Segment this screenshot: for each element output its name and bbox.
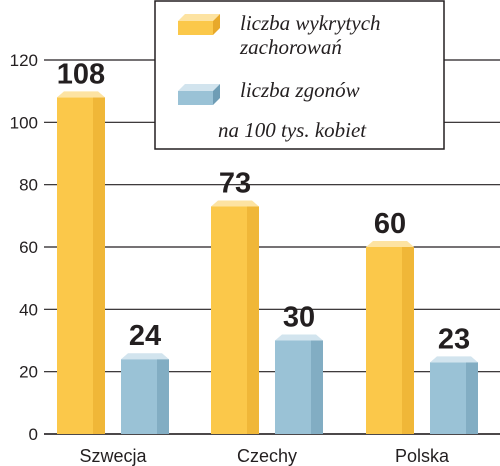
- bar-side: [402, 247, 414, 434]
- bar-deaths-szwecja: [121, 353, 169, 434]
- bar-top: [121, 353, 169, 360]
- bar-top: [57, 91, 105, 98]
- bar-top: [430, 356, 478, 363]
- value-label: 60: [374, 208, 406, 240]
- bar-cases-polska: [366, 241, 414, 434]
- legend-label: liczba zgonów: [240, 78, 360, 102]
- y-tick-label: 80: [19, 176, 38, 195]
- bar-side: [311, 340, 323, 434]
- swatch-top: [178, 14, 220, 21]
- bar-side: [157, 359, 169, 434]
- legend-note: na 100 tys. kobiet: [218, 118, 367, 142]
- y-tick-label: 120: [10, 51, 38, 70]
- bar-top: [275, 334, 323, 341]
- swatch-side: [213, 84, 220, 105]
- value-label: 24: [129, 320, 161, 352]
- category-label: Szwecja: [79, 446, 147, 466]
- bar-side: [247, 206, 259, 434]
- swatch-side: [213, 14, 220, 35]
- labels-layer: 108 24 Szwecja 73 30 Czechy 60 23 Polska: [57, 58, 470, 466]
- bar-top: [211, 200, 259, 207]
- bar-cases-czechy: [211, 200, 259, 434]
- value-label: 108: [57, 58, 105, 90]
- swatch-front: [178, 21, 213, 35]
- legend-swatch-cases: [178, 14, 220, 35]
- bar-top: [366, 241, 414, 247]
- bar-deaths-czechy: [275, 334, 323, 434]
- value-label: 73: [219, 167, 251, 199]
- legend-label: liczba wykrytych: [240, 11, 381, 35]
- y-tick-label: 60: [19, 238, 38, 257]
- legend-label: zachorowań: [239, 35, 342, 59]
- category-label: Polska: [395, 446, 450, 466]
- y-tick-label: 0: [29, 425, 38, 444]
- bars-layer: [57, 91, 478, 435]
- bar-cases-szwecja: [57, 91, 105, 435]
- legend-swatch-deaths: [178, 84, 220, 105]
- y-tick-label: 100: [10, 113, 38, 132]
- bar-side: [466, 362, 478, 434]
- bar-side: [93, 97, 105, 435]
- y-tick-label: 20: [19, 363, 38, 382]
- bar-deaths-polska: [430, 356, 478, 434]
- y-tick-label: 40: [19, 300, 38, 319]
- category-label: Czechy: [237, 446, 297, 466]
- value-label: 30: [283, 302, 315, 334]
- swatch-top: [178, 84, 220, 91]
- value-label: 23: [438, 323, 470, 355]
- swatch-front: [178, 91, 213, 105]
